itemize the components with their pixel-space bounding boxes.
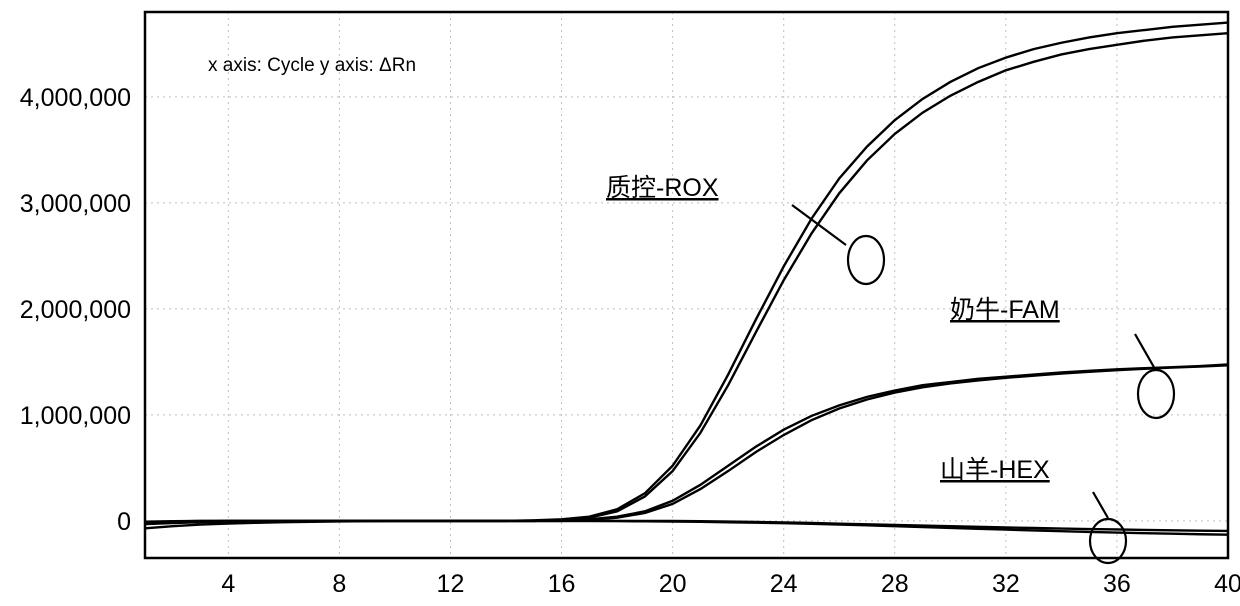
axes-note: x axis: Cycle y axis: ΔRn: [208, 55, 416, 76]
x-tick-label: 32: [992, 570, 1020, 598]
x-tick-label: 4: [221, 570, 235, 598]
series-label-质控-ROX: 质控-ROX: [606, 174, 719, 202]
amplification-chart: 0 1,000,000 2,000,000 3,000,000 4,000,000 4 8 1…: [0, 0, 1240, 606]
y-tick-label: 3,000,000: [20, 190, 131, 218]
x-tick-label: 24: [770, 570, 798, 598]
x-tick-label: 8: [332, 570, 346, 598]
x-tick-label: 40: [1214, 570, 1240, 598]
y-tick-label: 4,000,000: [20, 84, 131, 112]
x-tick-label: 16: [548, 570, 576, 598]
y-tick-label: 1,000,000: [20, 402, 131, 430]
series-label-奶牛-FAM: 奶牛-FAM: [950, 296, 1060, 324]
series-label-山羊-HEX: 山羊-HEX: [940, 456, 1050, 484]
y-tick-label: 2,000,000: [20, 296, 131, 324]
x-tick-label: 36: [1103, 570, 1131, 598]
y-tick-label: 0: [117, 508, 131, 536]
x-tick-label: 20: [659, 570, 687, 598]
x-tick-label: 12: [437, 570, 465, 598]
x-tick-label: 28: [881, 570, 909, 598]
